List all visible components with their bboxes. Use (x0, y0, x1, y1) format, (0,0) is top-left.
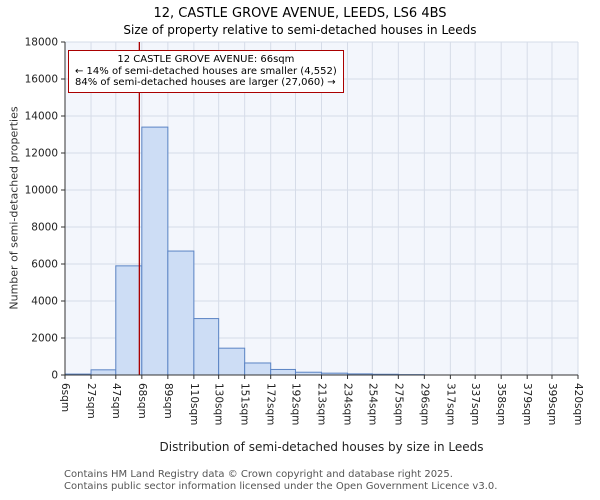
svg-text:130sqm: 130sqm (213, 383, 225, 425)
svg-text:10000: 10000 (25, 185, 58, 197)
svg-text:14000: 14000 (25, 111, 58, 123)
svg-text:234sqm: 234sqm (342, 383, 354, 425)
svg-text:192sqm: 192sqm (289, 383, 301, 425)
svg-text:68sqm: 68sqm (136, 383, 148, 419)
footer-copyright: Contains HM Land Registry data © Crown c… (64, 469, 453, 480)
svg-text:420sqm: 420sqm (572, 383, 584, 425)
annotation-larger: 84% of semi-detached houses are larger (… (75, 77, 336, 88)
svg-text:6sqm: 6sqm (59, 383, 71, 412)
svg-text:27sqm: 27sqm (85, 383, 97, 419)
svg-text:0: 0 (51, 370, 58, 382)
chart-title: 12, CASTLE GROVE AVENUE, LEEDS, LS6 4BS (153, 6, 447, 21)
chart-subtitle: Size of property relative to semi-detach… (123, 23, 477, 37)
annotation-title: 12 CASTLE GROVE AVENUE: 66sqm (117, 54, 295, 65)
svg-text:2000: 2000 (31, 333, 58, 345)
svg-text:296sqm: 296sqm (418, 383, 430, 425)
svg-text:6000: 6000 (31, 259, 58, 271)
svg-text:89sqm: 89sqm (162, 383, 174, 419)
y-axis-label: Number of semi-detached properties (7, 106, 21, 310)
svg-text:18000: 18000 (25, 37, 58, 49)
svg-text:151sqm: 151sqm (239, 383, 251, 425)
svg-text:47sqm: 47sqm (110, 383, 122, 419)
svg-text:172sqm: 172sqm (265, 383, 277, 425)
histogram-plot: 0 2000 4000 6000 8000 10000 12000 14000 16000 180… (25, 37, 584, 426)
svg-text:399sqm: 399sqm (546, 383, 558, 425)
svg-text:4000: 4000 (31, 296, 58, 308)
x-axis-label: Distribution of semi-detached houses by … (159, 440, 484, 454)
footer-licence: Contains public sector information licen… (64, 481, 498, 492)
svg-text:337sqm: 337sqm (469, 383, 481, 425)
svg-text:254sqm: 254sqm (366, 383, 378, 425)
svg-text:317sqm: 317sqm (444, 383, 456, 425)
svg-text:110sqm: 110sqm (188, 383, 200, 425)
annotation-smaller: ← 14% of semi-detached houses are smalle… (75, 65, 337, 77)
svg-text:275sqm: 275sqm (392, 383, 404, 425)
svg-text:213sqm: 213sqm (316, 383, 328, 425)
svg-text:8000: 8000 (31, 222, 58, 234)
marker-annotation: 12 CASTLE GROVE AVENUE: 66sqm ← 14% of s… (68, 50, 344, 93)
svg-text:12000: 12000 (25, 148, 58, 160)
svg-text:358sqm: 358sqm (495, 383, 507, 425)
svg-text:16000: 16000 (25, 74, 58, 86)
svg-text:379sqm: 379sqm (521, 383, 533, 425)
